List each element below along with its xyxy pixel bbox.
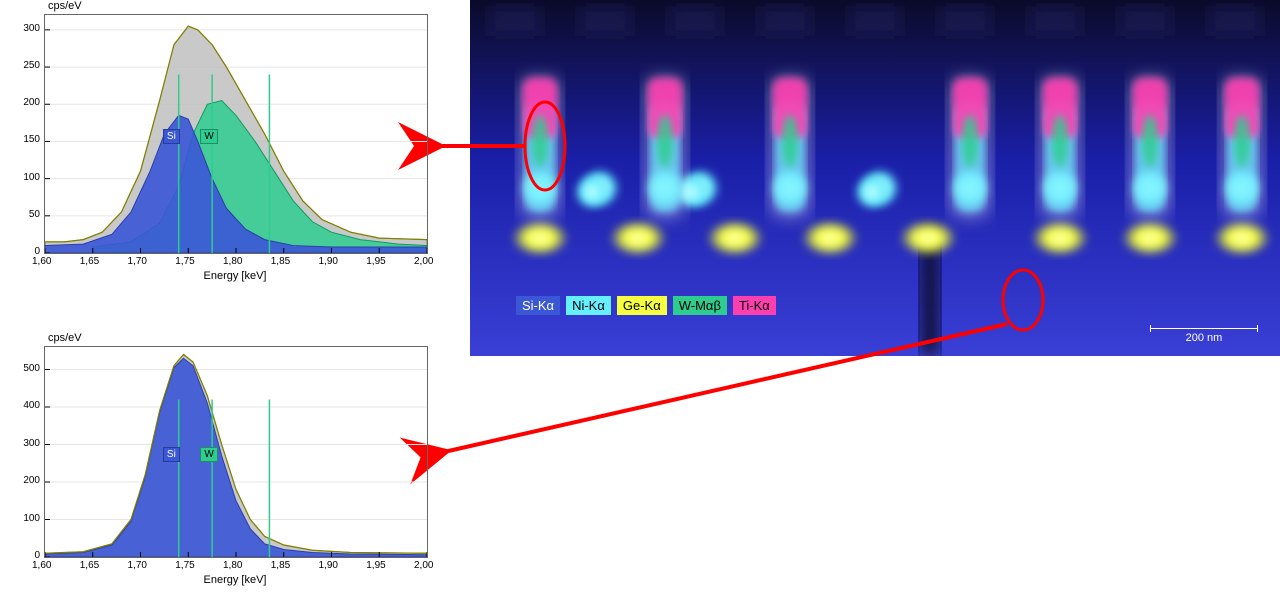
scalebar: 200 nm <box>1150 328 1258 344</box>
ytick: 50 <box>29 209 40 220</box>
legend-swatch: Ge-Kα <box>617 296 667 315</box>
ytick: 100 <box>23 513 40 524</box>
xtick: 2,00 <box>414 560 433 571</box>
xtick: 1,60 <box>32 256 51 267</box>
ytick: 200 <box>23 97 40 108</box>
xtick: 1,60 <box>32 560 51 571</box>
ytick: 300 <box>23 438 40 449</box>
legend-swatch: Ti-Kα <box>733 296 776 315</box>
ytick: 200 <box>23 475 40 486</box>
xtick: 1,85 <box>271 256 290 267</box>
chart1-ylabel: cps/eV <box>48 0 82 12</box>
chart2-xlabel: Energy [keV] <box>44 574 426 586</box>
ytick: 0 <box>34 550 40 561</box>
legend-swatch: Si-Kα <box>516 296 560 315</box>
map-legend: Si-Kα Ni-Kα Ge-Kα W-Mαβ Ti-Kα <box>516 296 776 315</box>
chart2-ylabel: cps/eV <box>48 332 82 344</box>
xtick: 1,65 <box>80 560 99 571</box>
xtick: 1,70 <box>128 256 147 267</box>
w-peak-badge: W <box>200 129 217 144</box>
ytick: 100 <box>23 172 40 183</box>
xtick: 1,95 <box>366 256 385 267</box>
xtick: 1,90 <box>319 560 338 571</box>
xtick: 1,65 <box>80 256 99 267</box>
xtick: 2,00 <box>414 256 433 267</box>
xtick: 1,75 <box>175 256 194 267</box>
chart1-plot <box>44 14 428 254</box>
chart2-plot <box>44 346 428 558</box>
scalebar-label: 200 nm <box>1186 332 1223 344</box>
xtick: 1,80 <box>223 256 242 267</box>
ytick: 400 <box>23 400 40 411</box>
xtick: 1,90 <box>319 256 338 267</box>
xtick: 1,80 <box>223 560 242 571</box>
xtick: 1,75 <box>175 560 194 571</box>
chart1-xlabel: Energy [keV] <box>44 270 426 282</box>
legend-swatch: W-Mαβ <box>673 296 727 315</box>
ytick: 250 <box>23 60 40 71</box>
ytick: 0 <box>34 246 40 257</box>
ytick: 500 <box>23 363 40 374</box>
legend-swatch: Ni-Kα <box>566 296 611 315</box>
ytick: 300 <box>23 23 40 34</box>
w-peak-badge: W <box>200 447 217 462</box>
xtick: 1,85 <box>271 560 290 571</box>
si-peak-badge: Si <box>163 129 180 144</box>
xtick: 1,70 <box>128 560 147 571</box>
xtick: 1,95 <box>366 560 385 571</box>
ytick: 150 <box>23 134 40 145</box>
si-peak-badge: Si <box>163 447 180 462</box>
